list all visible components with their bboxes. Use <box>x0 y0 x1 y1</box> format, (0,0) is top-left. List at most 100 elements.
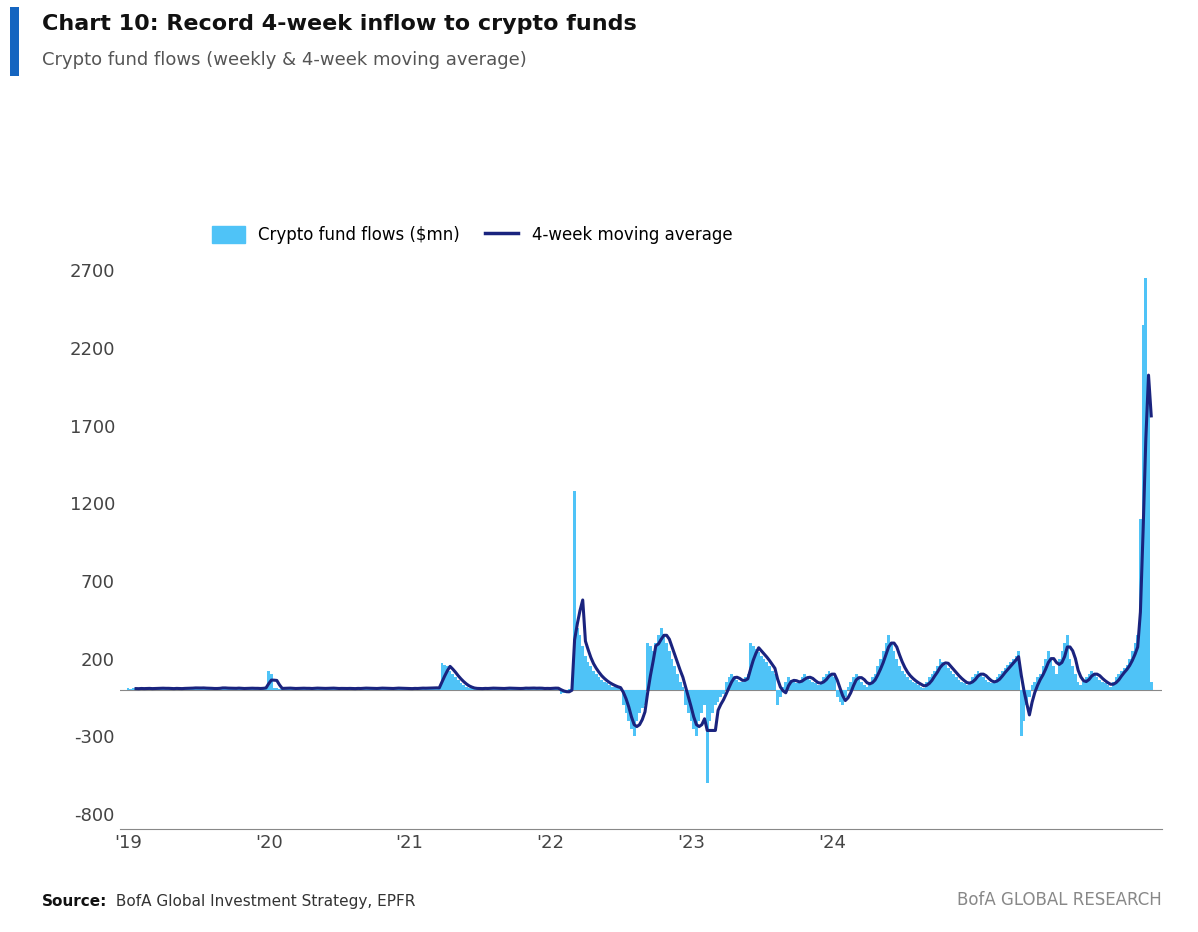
Bar <box>928 678 931 690</box>
Bar <box>893 651 895 690</box>
Bar <box>800 678 804 690</box>
Bar <box>422 688 424 690</box>
Bar <box>416 689 419 690</box>
Bar <box>549 689 551 690</box>
Bar <box>192 688 194 690</box>
Bar <box>325 688 327 690</box>
Bar <box>286 689 289 690</box>
Bar <box>276 689 278 690</box>
Bar <box>533 688 536 690</box>
Bar <box>839 690 841 702</box>
Bar <box>920 687 922 690</box>
Bar <box>598 678 600 690</box>
Bar <box>383 689 387 690</box>
Bar <box>495 689 497 690</box>
Bar <box>641 690 643 708</box>
Bar <box>1131 651 1133 690</box>
Bar <box>944 665 946 690</box>
Bar <box>186 688 189 690</box>
Bar <box>624 690 628 713</box>
Bar <box>1034 682 1036 690</box>
Bar <box>555 688 557 690</box>
Bar <box>149 688 151 690</box>
Bar <box>991 683 993 690</box>
Bar <box>1066 636 1069 690</box>
Bar <box>381 688 383 690</box>
Bar <box>703 690 706 706</box>
Bar <box>243 689 246 690</box>
Bar <box>508 688 512 690</box>
Bar <box>1129 659 1131 690</box>
Legend: Crypto fund flows ($mn), 4-week moving average: Crypto fund flows ($mn), 4-week moving a… <box>212 226 732 244</box>
Bar <box>909 680 912 690</box>
Bar <box>1006 665 1009 690</box>
Bar <box>224 689 226 690</box>
Bar <box>235 689 237 690</box>
Bar <box>419 688 422 690</box>
Bar <box>400 689 403 690</box>
Bar <box>1093 674 1096 690</box>
Bar <box>270 674 273 690</box>
Bar <box>931 674 933 690</box>
Bar <box>1015 655 1017 690</box>
Bar <box>1017 651 1019 690</box>
Bar <box>205 688 207 690</box>
Bar <box>506 688 508 690</box>
Bar <box>895 659 898 690</box>
Bar <box>213 689 216 690</box>
Bar <box>1036 678 1039 690</box>
Bar <box>462 685 465 690</box>
Bar <box>901 671 903 690</box>
Bar <box>540 689 544 690</box>
Bar <box>267 671 270 690</box>
Bar <box>996 678 998 690</box>
Bar <box>265 688 267 690</box>
Bar <box>516 688 519 690</box>
Bar <box>486 689 489 690</box>
Bar <box>138 689 140 690</box>
Bar <box>1060 651 1064 690</box>
Bar <box>952 674 955 690</box>
Bar <box>692 690 695 729</box>
Bar <box>435 688 438 690</box>
Bar <box>684 690 686 706</box>
Bar <box>972 678 974 690</box>
Bar <box>218 688 222 690</box>
Bar <box>912 682 914 690</box>
Bar <box>1096 678 1099 690</box>
Bar <box>357 688 359 690</box>
Bar <box>795 683 798 690</box>
Bar <box>768 666 770 690</box>
Bar <box>376 689 379 690</box>
Bar <box>1101 682 1103 690</box>
Bar <box>530 688 533 690</box>
Bar <box>489 688 492 690</box>
Bar <box>512 689 514 690</box>
Bar <box>1025 690 1028 706</box>
Bar <box>722 690 725 694</box>
Bar <box>570 688 574 690</box>
Bar <box>1112 682 1114 690</box>
Bar <box>1107 685 1109 690</box>
Bar <box>673 666 676 690</box>
Bar <box>162 689 164 690</box>
Bar <box>676 674 679 690</box>
Bar <box>736 680 738 690</box>
Bar <box>1055 674 1058 690</box>
Bar <box>1077 682 1079 690</box>
Bar <box>890 643 893 690</box>
Bar <box>825 674 828 690</box>
Bar <box>993 682 996 690</box>
Bar <box>222 688 224 690</box>
Bar <box>933 671 936 690</box>
Bar <box>1088 674 1090 690</box>
Bar <box>957 680 961 690</box>
Bar <box>525 688 527 690</box>
Bar <box>852 678 855 690</box>
Bar <box>668 651 671 690</box>
Bar <box>611 687 613 690</box>
Bar <box>1004 668 1006 690</box>
Bar <box>782 687 785 690</box>
Bar <box>280 688 284 690</box>
Bar <box>319 689 321 690</box>
